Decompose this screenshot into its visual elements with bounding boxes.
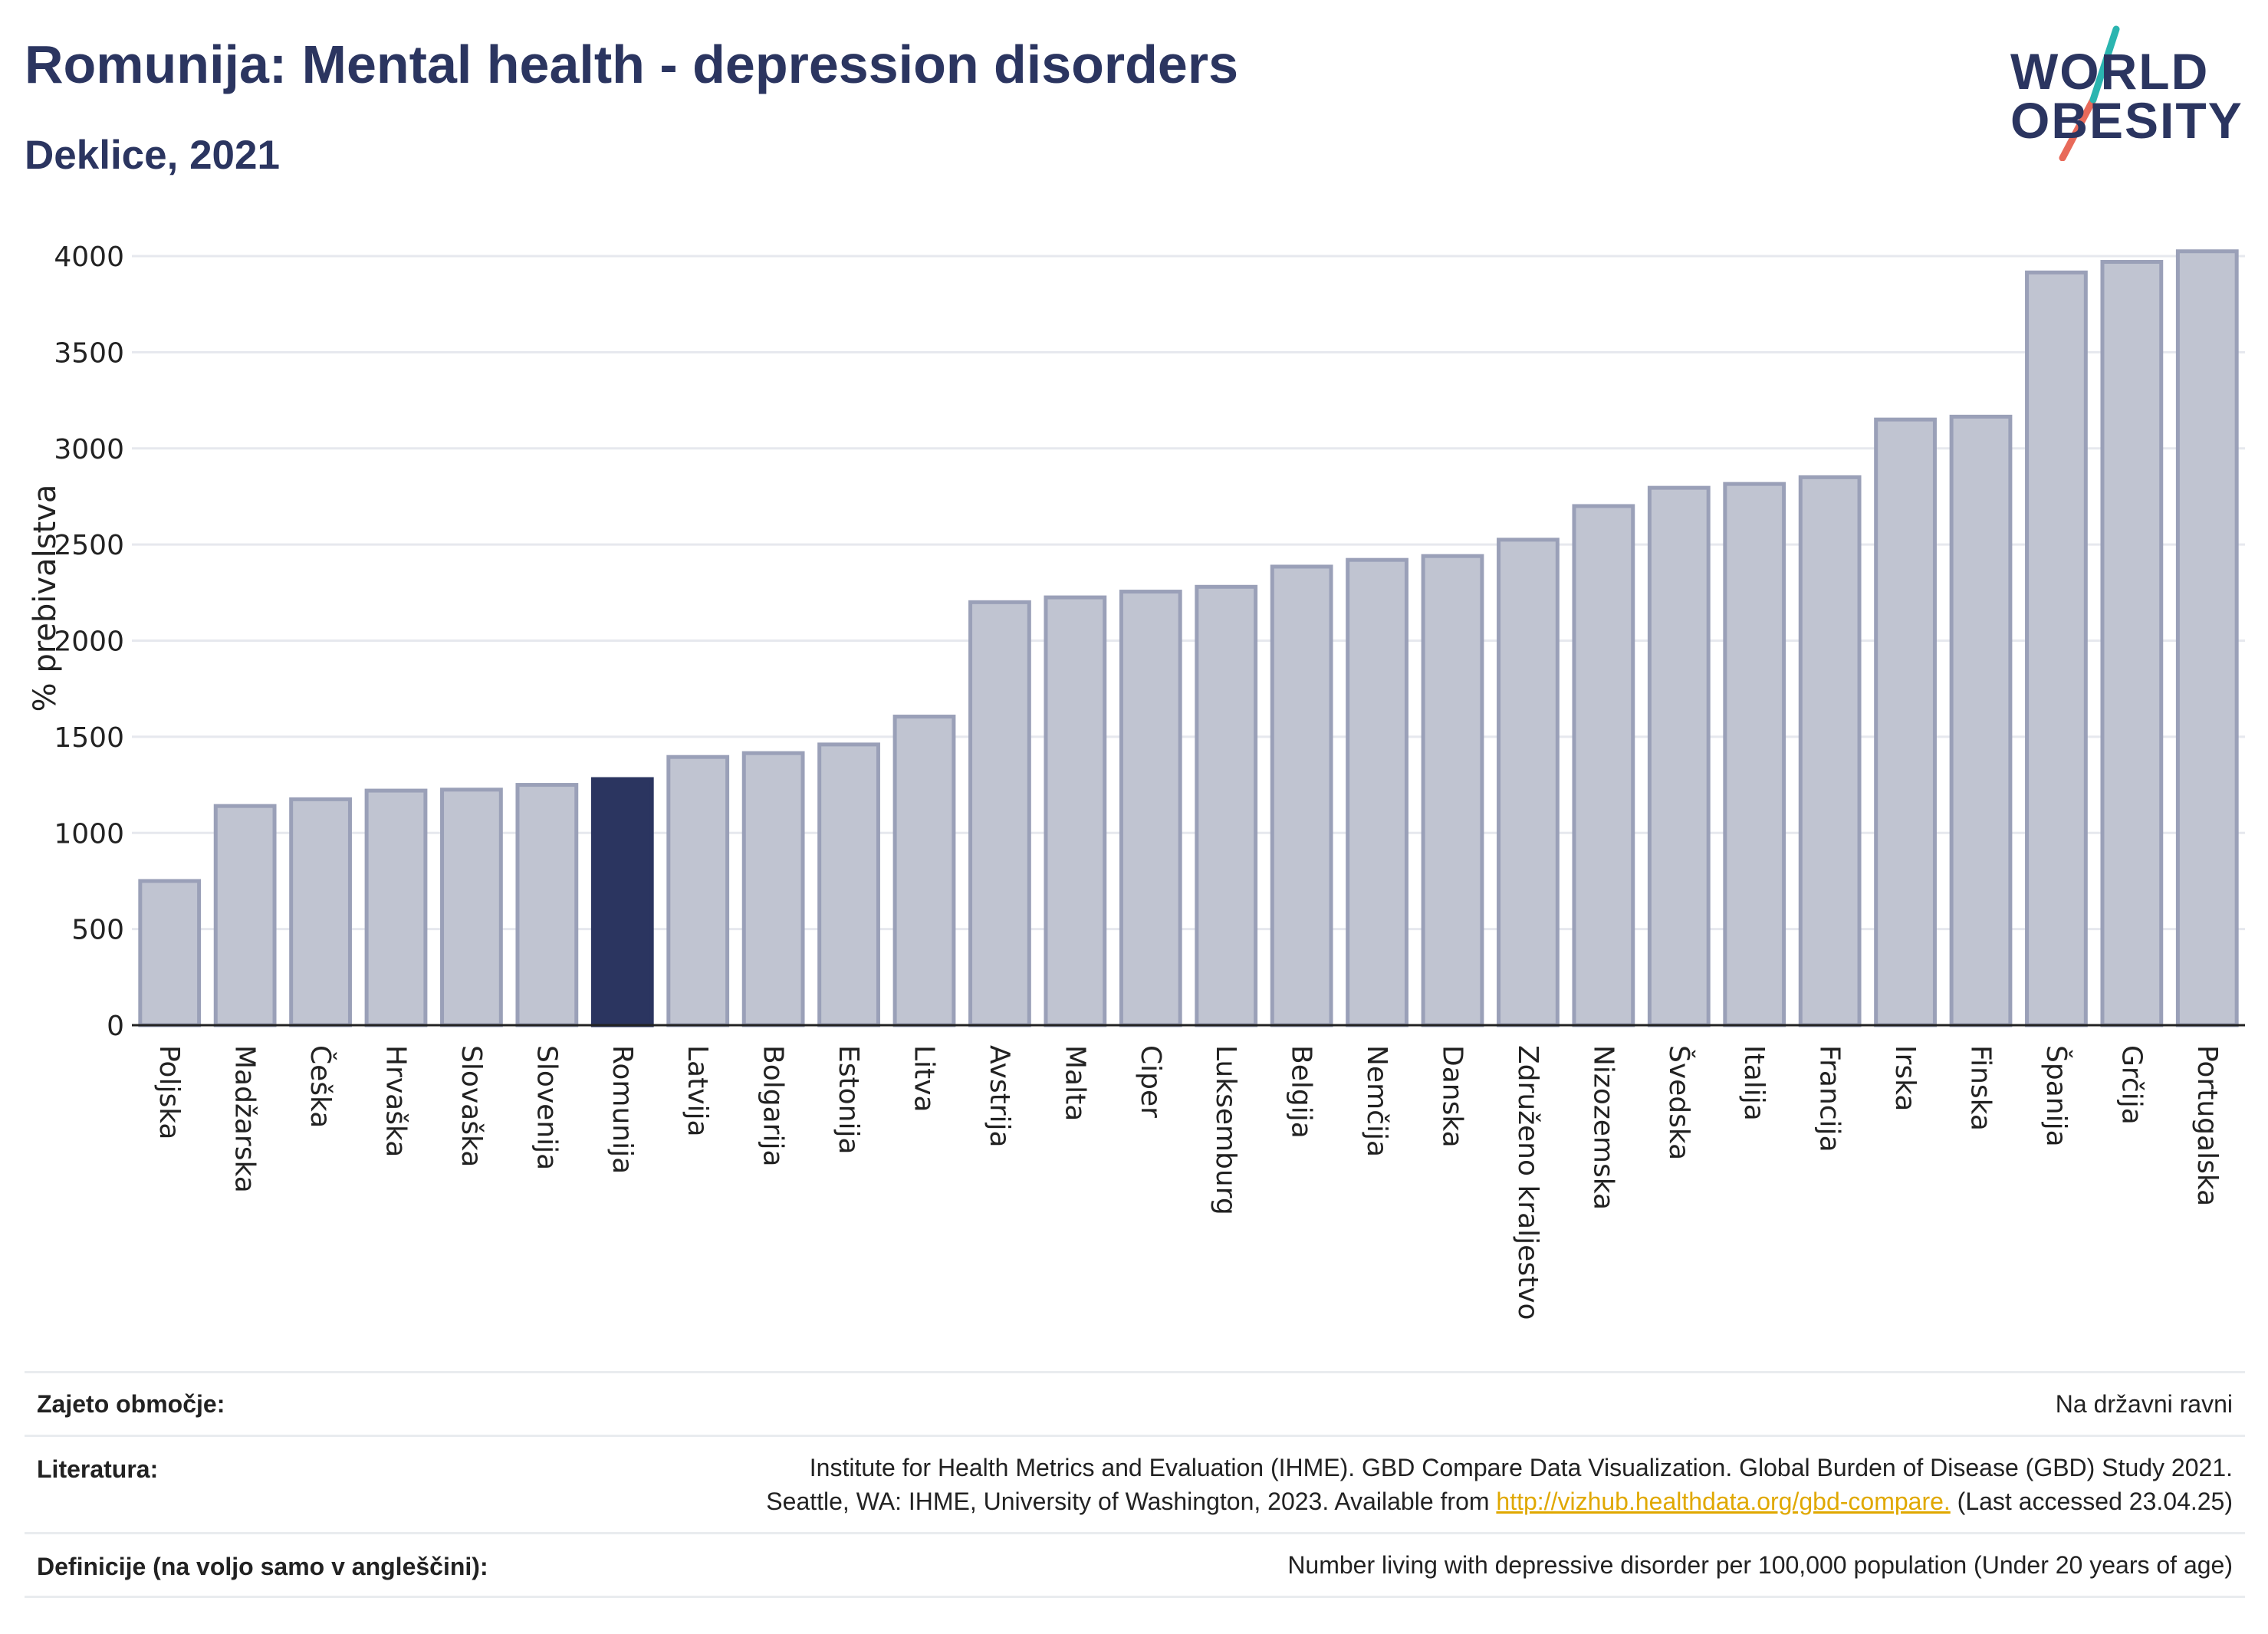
footer-table: Zajeto območje: Na državni ravni Literat… <box>25 1371 2245 1598</box>
bar <box>1497 538 1560 1027</box>
bar-chart: 0 500 1000 1500 2000 2500 3000 3500 4000 % prebiv… <box>28 242 2245 1320</box>
y-axis-label: % prebivalstva <box>28 485 63 712</box>
world-obesity-logo: WORLD OBESITY <box>2001 23 2254 161</box>
page-title: Romunija: Mental health - depression dis… <box>25 35 1239 94</box>
references-line2-pre: Seattle, WA: IHME, University of Washing… <box>766 1488 1497 1515</box>
y-tick-label: 3000 <box>54 434 124 465</box>
bar <box>590 777 654 1027</box>
bar <box>741 751 805 1027</box>
logo-text-obesity: OBESITY <box>2010 92 2243 149</box>
references-link[interactable]: http://vizhub.healthdata.org/gbd-compare… <box>1496 1488 1951 1515</box>
x-tick-label: Avstrija <box>984 1045 1015 1148</box>
x-tick-label: Latvija <box>682 1045 713 1137</box>
x-tick-label: Francija <box>1814 1045 1846 1152</box>
bar <box>1270 564 1333 1027</box>
bar <box>440 787 503 1027</box>
footer-row-definitions: Definicije (na voljo samo v angleščini):… <box>25 1532 2245 1598</box>
definitions-label: Definicije (na voljo samo v angleščini): <box>37 1553 488 1580</box>
y-tick-label: 500 <box>71 915 124 946</box>
page-subtitle: Deklice, 2021 <box>25 133 280 178</box>
bar <box>1723 482 1786 1027</box>
references-line2-post: (Last accessed 23.04.25) <box>1950 1488 2233 1515</box>
bar <box>289 797 352 1027</box>
x-tick-label: Švedska <box>1663 1045 1695 1160</box>
x-tick-label: Litva <box>909 1045 940 1113</box>
y-tick-label: 1000 <box>54 818 124 850</box>
x-tick-label: Hrvaška <box>380 1045 412 1157</box>
x-tick-label: Češka <box>304 1045 337 1128</box>
x-tick-label: Estonija <box>833 1045 864 1155</box>
y-tick-label: 4000 <box>54 242 124 273</box>
x-tick-label: Združeno kraljestvo <box>1512 1045 1543 1320</box>
x-tick-label: Portugalska <box>2191 1045 2223 1206</box>
y-tick-label: 2500 <box>54 530 124 561</box>
x-tick-label: Poljska <box>153 1045 185 1140</box>
x-tick-label: Madžarska <box>229 1045 261 1193</box>
bar <box>968 600 1031 1027</box>
x-tick-label: Španija <box>2040 1045 2072 1147</box>
y-tick-label: 2000 <box>54 626 124 658</box>
bar <box>892 715 956 1027</box>
y-tick-label: 0 <box>107 1011 124 1042</box>
references-label: Literatura: <box>37 1455 159 1483</box>
y-tick-label: 1500 <box>54 722 124 754</box>
x-tick-label: Luksemburg <box>1210 1045 1241 1215</box>
bar <box>1647 485 1711 1027</box>
x-tick-label: Italija <box>1738 1045 1770 1121</box>
bar <box>1421 554 1484 1027</box>
bar <box>515 783 579 1027</box>
bar <box>2025 270 2088 1027</box>
logo-text-world: WORLD <box>2010 43 2210 100</box>
x-tick-label: Danska <box>1437 1045 1468 1148</box>
bar <box>138 879 202 1027</box>
bar <box>1572 504 1635 1027</box>
x-tick-label: Bolgarija <box>758 1045 789 1167</box>
bar <box>1044 595 1107 1027</box>
bar <box>1949 414 2013 1027</box>
bar <box>1798 475 1862 1027</box>
definitions-value: Number living with depressive disorder p… <box>1287 1551 2233 1579</box>
y-tick-label: 3500 <box>54 337 124 369</box>
bar <box>1119 590 1182 1027</box>
x-tick-label: Nemčija <box>1361 1045 1392 1157</box>
bar <box>666 755 730 1027</box>
bar <box>817 742 880 1027</box>
coverage-value: Na državni ravni <box>2055 1390 2233 1418</box>
footer-row-coverage: Zajeto območje: Na državni ravni <box>25 1371 2245 1435</box>
x-tick-label: Romunija <box>606 1045 638 1174</box>
bar <box>2100 260 2164 1027</box>
x-tick-label: Finska <box>1965 1045 1997 1131</box>
bar <box>1874 417 1937 1027</box>
x-tick-label: Slovenija <box>531 1045 562 1170</box>
bar <box>213 804 277 1027</box>
x-tick-label: Malta <box>1059 1045 1090 1121</box>
x-tick-label: Nizozemska <box>1587 1045 1619 1210</box>
references-line1: Institute for Health Metrics and Evaluat… <box>809 1454 2233 1481</box>
x-tick-label: Irska <box>1889 1045 1921 1111</box>
bar <box>1195 584 1258 1027</box>
logo-slash-icon <box>2059 25 2120 161</box>
footer-row-references: Literatura: Institute for Health Metrics… <box>25 1435 2245 1532</box>
coverage-label: Zajeto območje: <box>37 1390 225 1418</box>
bar <box>1346 557 1408 1027</box>
x-tick-label: Grčija <box>2115 1045 2147 1125</box>
bar <box>2175 249 2239 1027</box>
x-tick-label: Belgija <box>1286 1045 1317 1139</box>
bar <box>364 788 428 1027</box>
x-tick-label: Slovaška <box>455 1045 487 1167</box>
x-tick-label: Ciper <box>1135 1045 1166 1118</box>
references-value: Institute for Health Metrics and Evaluat… <box>766 1451 2233 1518</box>
